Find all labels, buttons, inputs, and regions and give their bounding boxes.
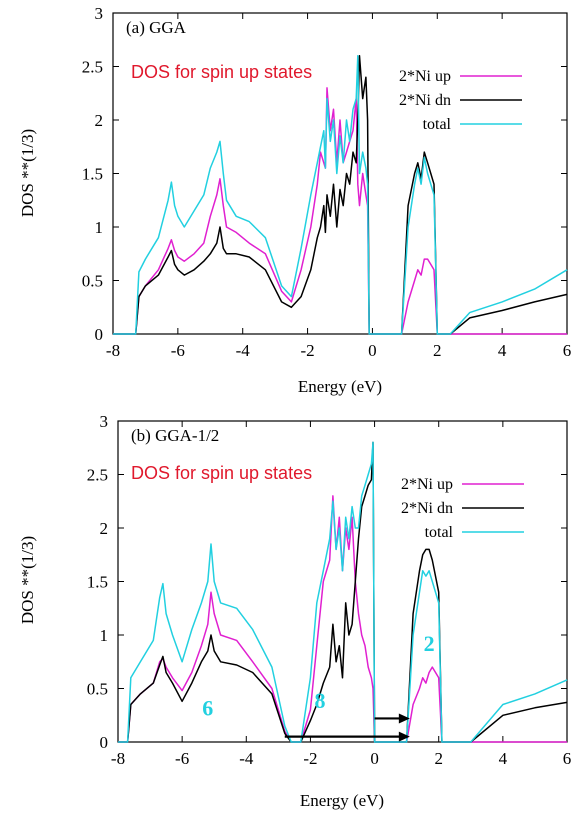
y-tick-label: 2 bbox=[100, 519, 109, 538]
y-tick-label: 0.5 bbox=[82, 272, 103, 291]
y-ticks: 0 0.5 1 1.5 2 2.5 3 bbox=[82, 4, 567, 344]
count-markers: 6 8 2 bbox=[202, 631, 434, 720]
y-tick-label: 3 bbox=[100, 412, 109, 431]
x-tick-label: 0 bbox=[368, 341, 377, 360]
y-tick-label: 0 bbox=[100, 733, 109, 752]
x-tick-label: -2 bbox=[300, 341, 314, 360]
series-line-2-ni-up bbox=[118, 495, 567, 743]
count-marker: 6 bbox=[202, 695, 213, 720]
panel-title: (b) GGA-1/2 bbox=[131, 426, 219, 445]
x-ticks: -8 -6 -4 -2 0 2 4 6 bbox=[106, 13, 571, 360]
y-tick-label: 1.5 bbox=[82, 165, 103, 184]
count-marker: 8 bbox=[315, 688, 326, 713]
x-tick-label: -4 bbox=[236, 341, 251, 360]
x-tick-label: 4 bbox=[499, 749, 508, 768]
y-tick-label: 0.5 bbox=[87, 680, 108, 699]
legend-label: 2*Ni up bbox=[401, 476, 453, 493]
x-axis-label: Energy (eV) bbox=[300, 791, 384, 810]
y-axis-label: DOS **(1/3) bbox=[18, 129, 37, 217]
x-tick-label: -4 bbox=[239, 749, 254, 768]
panel-title: (a) GGA bbox=[126, 18, 187, 37]
arrow-head bbox=[398, 731, 410, 742]
y-tick-label: 2.5 bbox=[87, 466, 108, 485]
x-tick-label: -8 bbox=[111, 749, 125, 768]
x-axis-label: Energy (eV) bbox=[298, 377, 382, 396]
series-line-total bbox=[113, 55, 568, 335]
x-tick-label: 4 bbox=[498, 341, 507, 360]
x-tick-label: -2 bbox=[303, 749, 317, 768]
panel-a: -8 -6 -4 -2 0 2 4 6 0 0.5 1 1.5 2 2.5 3 (a) GGA DOS f… bbox=[18, 4, 571, 396]
legend: 2*Ni up 2*Ni dn total bbox=[399, 68, 522, 133]
series-lines bbox=[118, 441, 568, 743]
legend: 2*Ni up 2*Ni dn total bbox=[401, 476, 524, 541]
y-tick-label: 2.5 bbox=[82, 58, 103, 77]
series-line-2-ni-up bbox=[113, 87, 567, 335]
series-line-2-ni-dn bbox=[118, 441, 568, 743]
count-marker: 2 bbox=[424, 631, 435, 656]
y-tick-label: 3 bbox=[95, 4, 104, 23]
x-tick-label: 6 bbox=[563, 749, 572, 768]
y-tick-label: 1 bbox=[95, 218, 104, 237]
y-axis-label: DOS **(1/3) bbox=[18, 536, 37, 624]
legend-label: total bbox=[423, 116, 452, 133]
legend-label: 2*Ni dn bbox=[399, 92, 451, 109]
x-tick-label: 0 bbox=[370, 749, 379, 768]
y-tick-label: 2 bbox=[95, 111, 104, 130]
y-tick-label: 1.5 bbox=[87, 573, 108, 592]
series-line-total bbox=[118, 441, 568, 743]
legend-label: 2*Ni dn bbox=[401, 500, 453, 517]
series-line-2-ni-dn bbox=[113, 55, 568, 335]
panel-b: -8 -6 -4 -2 0 2 4 6 0 0.5 1 1.5 2 2.5 3 6 8 2 (b) GGA-1… bbox=[18, 412, 571, 810]
y-tick-label: 1 bbox=[100, 626, 109, 645]
x-tick-label: 2 bbox=[433, 341, 442, 360]
spin-annotation: DOS for spin up states bbox=[131, 62, 312, 82]
arrow-head bbox=[398, 713, 410, 724]
transition-arrows bbox=[284, 713, 410, 742]
x-tick-label: -8 bbox=[106, 341, 120, 360]
x-tick-label: 6 bbox=[563, 341, 572, 360]
y-tick-label: 0 bbox=[95, 325, 104, 344]
spin-annotation: DOS for spin up states bbox=[131, 463, 312, 483]
x-tick-label: -6 bbox=[171, 341, 185, 360]
x-tick-label: 2 bbox=[434, 749, 443, 768]
series-lines bbox=[113, 55, 568, 335]
y-ticks: 0 0.5 1 1.5 2 2.5 3 bbox=[87, 412, 567, 752]
x-tick-label: -6 bbox=[175, 749, 189, 768]
legend-label: 2*Ni up bbox=[399, 68, 451, 85]
legend-label: total bbox=[425, 524, 454, 541]
